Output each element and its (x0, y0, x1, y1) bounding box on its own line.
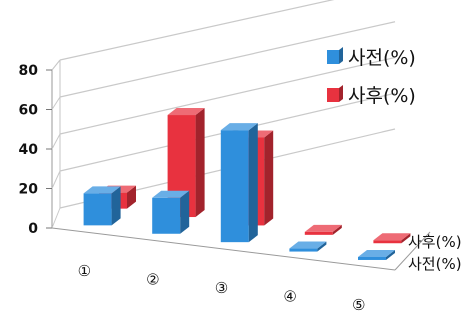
legend-swatch-front (327, 50, 339, 64)
bar-before (289, 241, 327, 252)
bar-before-top (152, 190, 190, 198)
bar-before-front (220, 130, 249, 243)
bar-after-side (401, 233, 411, 244)
bar-before (358, 249, 395, 260)
bar-before-front (289, 248, 318, 252)
gridline (59, 21, 396, 98)
depth-axis-line (394, 231, 431, 271)
gridline (59, 56, 396, 135)
bar-before-side (180, 190, 190, 234)
legend-swatch-side (339, 47, 343, 64)
y-tick-label: 40 (19, 142, 39, 158)
legend-label: 사후(%) (348, 85, 416, 107)
x-tick-label: ⑤ (352, 296, 365, 314)
x-tick-label: ④ (283, 287, 296, 305)
bar-before-side (248, 123, 258, 243)
gridline-connector (51, 207, 61, 229)
x-tick-label: ① (78, 262, 91, 280)
bar-before (220, 123, 258, 243)
x-tick-label: ② (146, 271, 159, 289)
bar-after-front (373, 240, 402, 244)
bar-before-side (386, 249, 395, 260)
bar-after-front (304, 231, 333, 235)
gridline (59, 0, 335, 61)
bar-before-side (317, 241, 327, 252)
bar-after-side (195, 108, 205, 218)
bar-before-top (289, 241, 327, 249)
y-tick-label: 20 (19, 182, 39, 198)
x-tick-label: ③ (215, 279, 228, 297)
bar-after-side (127, 185, 136, 209)
bar-before (152, 190, 190, 234)
bar-before-front (358, 256, 386, 260)
bar-after-top (167, 108, 205, 116)
bar-after-side (332, 224, 342, 235)
depth-tick-label: 사전(%) (408, 255, 462, 273)
gridline-connector (51, 59, 61, 71)
legend-swatch-side (339, 85, 343, 102)
legend-swatch-front (327, 88, 339, 102)
bar-before (83, 186, 121, 226)
bar-before-top (220, 123, 258, 131)
bar-after (373, 233, 411, 244)
bar-after-top (373, 233, 411, 241)
legend-label: 사전(%) (348, 47, 416, 69)
gridline-connector (51, 133, 61, 150)
depth-tick-label: 사후(%) (408, 233, 462, 251)
bar-after-side (264, 130, 274, 226)
y-tick-label: 80 (19, 63, 39, 79)
x-axis-line (51, 227, 396, 271)
bar-before-front (152, 197, 181, 234)
gridline-connector (51, 170, 61, 189)
bar-before-side (111, 186, 121, 226)
bar-before-top (358, 249, 395, 257)
legend-swatch (327, 85, 343, 102)
gridline-connector (51, 96, 61, 110)
legend-swatch (327, 47, 343, 64)
y-tick-label: 60 (19, 103, 39, 119)
bar-before-front (83, 193, 112, 226)
bars-group (83, 108, 411, 260)
y-tick-label: 0 (28, 221, 38, 237)
bar-after-top (304, 224, 342, 232)
bar-before-top (83, 186, 121, 194)
bar-after (304, 224, 342, 235)
